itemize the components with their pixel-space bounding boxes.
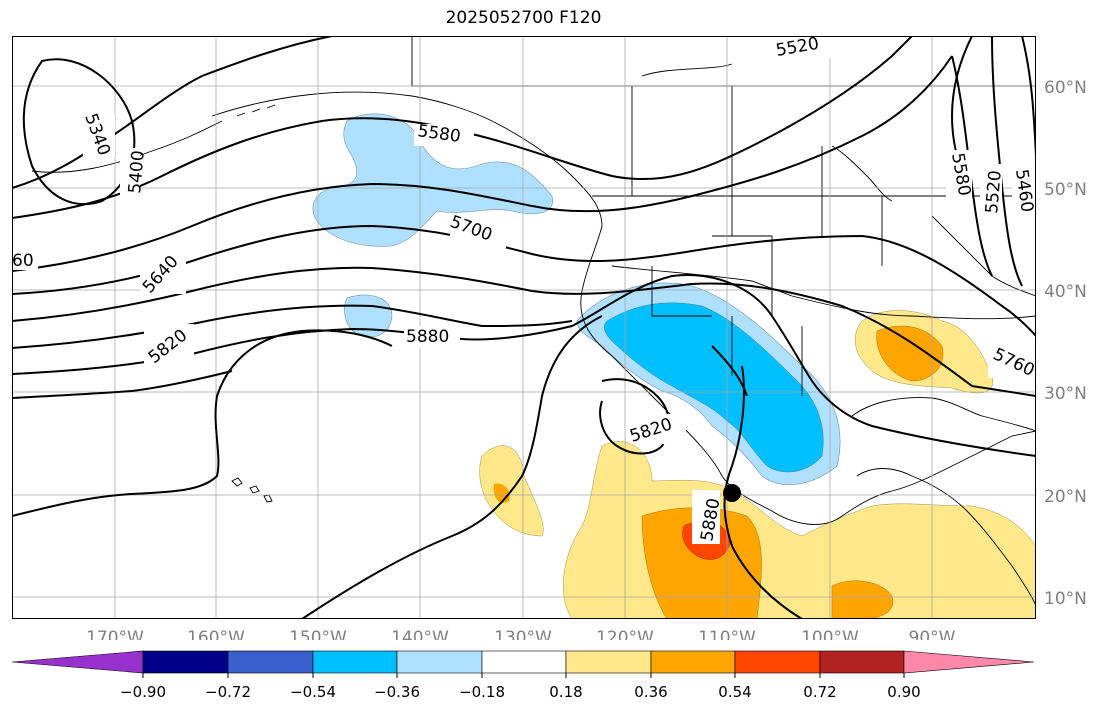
blue-region-southwest xyxy=(604,302,824,473)
colorbar-segment xyxy=(481,650,567,674)
colorbar-tick-label: −0.72 xyxy=(205,683,251,701)
colorbar: −0.90 −0.72 −0.54 −0.36 −0.18 0.18 0.36 … xyxy=(11,650,1035,701)
lat-label-30n: 30°N xyxy=(1044,384,1087,404)
contour-label-5400: 5400 xyxy=(125,150,149,195)
colorbar-segment xyxy=(312,650,398,674)
contour-labels: 5340 5400 60 5640 5820 5520 5580 5700 58… xyxy=(12,36,1036,544)
colorbar-segment xyxy=(565,650,652,674)
colorbar-tick-labels: −0.90 −0.72 −0.54 −0.36 −0.18 0.18 0.36 … xyxy=(120,683,921,701)
colorbar-tick-label: 0.36 xyxy=(634,683,667,701)
lat-label-50n: 50°N xyxy=(1044,180,1087,200)
contour-label-60: 60 xyxy=(12,251,34,271)
lon-label-140w: 140°W xyxy=(391,628,449,640)
lon-label-170w: 170°W xyxy=(86,628,144,640)
colorbar-tick-label: −0.18 xyxy=(459,683,505,701)
lon-label-150w: 150°W xyxy=(289,628,347,640)
contour-label-5520-east: 5520 xyxy=(982,170,1006,215)
shaded-anomalies xyxy=(312,113,1036,619)
lat-label-60n: 60°N xyxy=(1044,78,1087,98)
storm-center-marker xyxy=(723,484,741,502)
colorbar-extend-max xyxy=(903,650,1035,674)
colorbar-tick-label: 0.54 xyxy=(718,683,751,701)
lon-label-90w: 90°W xyxy=(909,628,956,640)
colorbar-extend-min xyxy=(11,650,144,674)
weather-map: 5340 5400 60 5640 5820 5520 5580 5700 58… xyxy=(12,36,1036,619)
axis-labels: 60°N 50°N 40°N 30°N 20°N 10°N 170°W 160°… xyxy=(86,78,1087,640)
colorbar-segment xyxy=(142,650,229,674)
lat-label-20n: 20°N xyxy=(1044,487,1087,507)
coastlines xyxy=(31,36,1036,607)
colorbar-tick-label: 0.72 xyxy=(803,683,836,701)
latitude-labels: 60°N 50°N 40°N 30°N 20°N 10°N xyxy=(1044,78,1087,609)
lon-label-120w: 120°W xyxy=(596,628,654,640)
colorbar-segments xyxy=(11,650,1035,674)
longitude-labels: 170°W 160°W 150°W 140°W 130°W 120°W 110°… xyxy=(86,628,956,640)
colorbar-segment xyxy=(227,650,314,674)
lon-label-160w: 160°W xyxy=(187,628,245,640)
colorbar-tick-label: −0.54 xyxy=(290,683,336,701)
colorbar-segment xyxy=(396,650,483,674)
orange-region-gulf xyxy=(876,325,944,382)
colorbar-segment xyxy=(650,650,736,674)
colorbar-segment xyxy=(734,650,821,674)
colorbar-tick-label: 0.18 xyxy=(549,683,582,701)
lat-label-40n: 40°N xyxy=(1044,282,1087,302)
colorbar-tick-label: 0.90 xyxy=(887,683,920,701)
map-title: 2025052700 F120 xyxy=(445,8,602,28)
lon-label-130w: 130°W xyxy=(494,628,552,640)
colorbar-segment xyxy=(819,650,905,674)
lat-label-10n: 10°N xyxy=(1044,589,1087,609)
graticule xyxy=(12,36,1036,619)
contour-label-5880-pacific: 5880 xyxy=(406,327,449,347)
colorbar-tick-label: −0.36 xyxy=(374,683,420,701)
lon-label-110w: 110°W xyxy=(698,628,756,640)
colorbar-ticks xyxy=(142,673,905,678)
lon-label-100w: 100°W xyxy=(801,628,859,640)
colorbar-tick-label: −0.90 xyxy=(120,683,166,701)
